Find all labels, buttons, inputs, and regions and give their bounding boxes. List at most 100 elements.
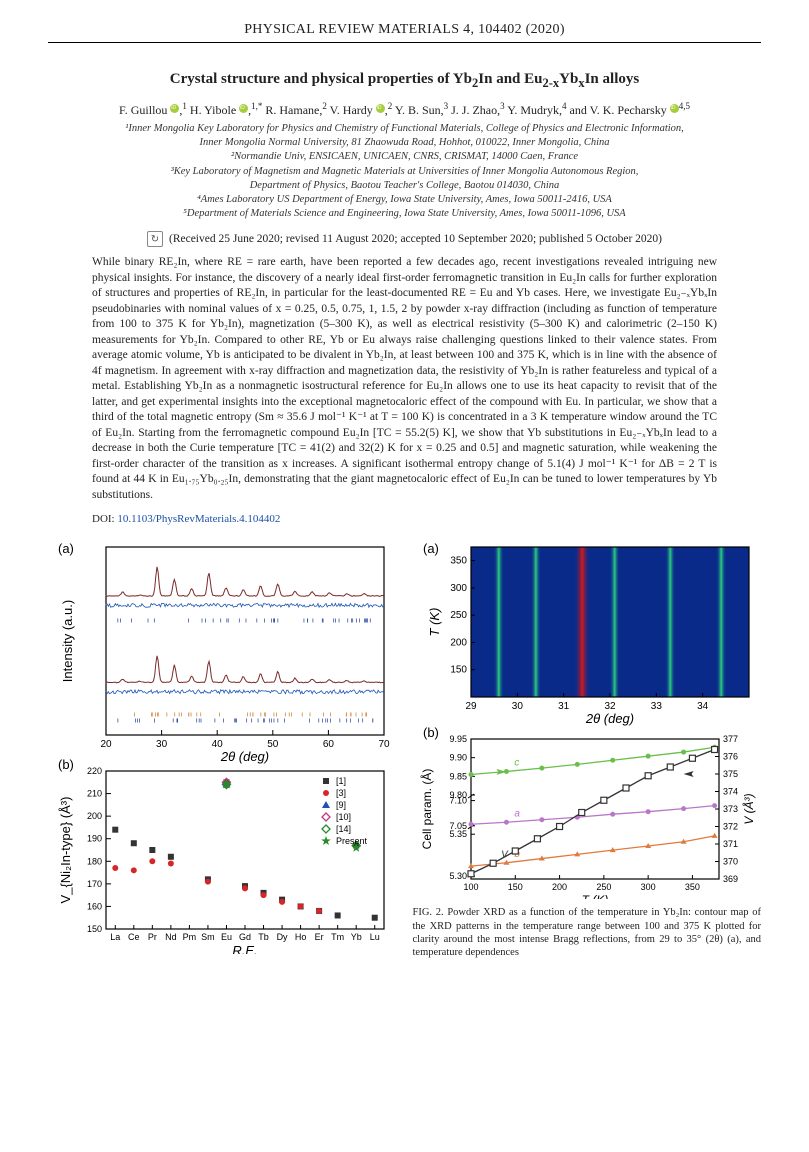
- figure-2: 2930313233341502002503003502θ (deg)T (K)…: [413, 539, 758, 899]
- svg-text:a: a: [514, 809, 520, 820]
- svg-text:374: 374: [723, 787, 738, 797]
- svg-text:Eu: Eu: [221, 932, 232, 942]
- author-1: F. Guillou: [119, 103, 167, 117]
- doi: DOI: 10.1103/PhysRevMaterials.4.104402: [92, 513, 717, 525]
- svg-text:T (K): T (K): [427, 608, 442, 637]
- svg-text:Yb: Yb: [351, 932, 362, 942]
- affiliation-line: ³Key Laboratory of Magnetism and Magneti…: [48, 165, 761, 179]
- svg-text:30: 30: [511, 701, 523, 712]
- paper-title: Crystal structure and physical propertie…: [48, 71, 761, 91]
- svg-text:(a): (a): [423, 541, 439, 556]
- affiliation-line: ⁴Ames Laboratory US Department of Energy…: [48, 193, 761, 207]
- svg-text:Pm: Pm: [183, 932, 197, 942]
- svg-text:T (K): T (K): [581, 893, 608, 899]
- svg-text:100: 100: [463, 882, 478, 892]
- orcid-icon: [170, 104, 179, 113]
- title-part-a: Crystal structure and physical propertie…: [170, 71, 472, 87]
- affiliation-line: ¹Inner Mongolia Key Laboratory for Physi…: [48, 122, 761, 136]
- author-4: V. Hardy: [330, 103, 373, 117]
- affil-sup: 1: [182, 101, 187, 111]
- svg-text:Tm: Tm: [331, 932, 344, 942]
- title-part-d: In alloys: [585, 71, 640, 87]
- svg-text:Intensity (a.u.): Intensity (a.u.): [60, 600, 75, 682]
- svg-text:Pr: Pr: [148, 932, 157, 942]
- svg-text:Ho: Ho: [295, 932, 307, 942]
- svg-text:Er: Er: [315, 932, 324, 942]
- figure-2-caption: FIG. 2. Powder XRD as a function of the …: [413, 906, 762, 959]
- author-7: Y. Mudryk,: [507, 103, 562, 117]
- doi-link[interactable]: 10.1103/PhysRevMaterials.4.104402: [117, 513, 280, 525]
- orcid-icon: [239, 104, 248, 113]
- svg-text:[14]: [14]: [336, 824, 351, 834]
- orcid-icon: [376, 104, 385, 113]
- svg-text:2θ (deg): 2θ (deg): [220, 749, 269, 764]
- title-part-c: Yb: [559, 71, 578, 87]
- svg-text:300: 300: [450, 583, 467, 594]
- affil-sup: 3: [500, 101, 505, 111]
- svg-text:350: 350: [684, 882, 699, 892]
- svg-text:[3]: [3]: [336, 788, 346, 798]
- svg-text:[10]: [10]: [336, 812, 351, 822]
- svg-text:Gd: Gd: [239, 932, 251, 942]
- orcid-icon: [670, 104, 679, 113]
- svg-text:372: 372: [723, 822, 738, 832]
- svg-text:(b): (b): [423, 725, 439, 740]
- svg-text:375: 375: [723, 769, 738, 779]
- svg-text:150: 150: [87, 924, 102, 934]
- affiliation-line: ²Normandie Univ, ENSICAEN, UNICAEN, CNRS…: [48, 150, 761, 164]
- svg-text:9.95: 9.95: [449, 734, 467, 744]
- affiliation-line: ⁵Department of Materials Science and Eng…: [48, 207, 761, 221]
- author-6: J. J. Zhao,: [451, 103, 500, 117]
- svg-text:Cell param. (Å): Cell param. (Å): [419, 769, 434, 850]
- affil-sup: 2: [388, 101, 393, 111]
- svg-text:V (Å³): V (Å³): [741, 794, 756, 825]
- author-3: R. Hamane,: [265, 103, 322, 117]
- svg-text:7.10: 7.10: [449, 796, 467, 806]
- affiliation-line: Inner Mongolia Normal University, 81 Zha…: [48, 136, 761, 150]
- svg-text:31: 31: [558, 701, 570, 712]
- title-part-b: In and Eu: [478, 71, 542, 87]
- svg-text:180: 180: [87, 857, 102, 867]
- svg-text:150: 150: [507, 882, 522, 892]
- svg-text:Dy: Dy: [277, 932, 288, 942]
- svg-text:R.E.: R.E.: [232, 943, 257, 954]
- svg-text:2θ (deg): 2θ (deg): [584, 711, 633, 726]
- svg-text:369: 369: [723, 874, 738, 884]
- affil-sup: 4: [562, 101, 567, 111]
- author-8: and V. K. Pecharsky: [570, 103, 667, 117]
- svg-text:300: 300: [640, 882, 655, 892]
- svg-text:210: 210: [87, 789, 102, 799]
- svg-text:33: 33: [650, 701, 662, 712]
- author-2: H. Yibole: [190, 103, 236, 117]
- svg-text:250: 250: [450, 611, 467, 622]
- journal-header: PHYSICAL REVIEW MATERIALS 4, 104402 (202…: [48, 22, 761, 43]
- svg-text:30: 30: [156, 739, 168, 750]
- svg-text:5.30: 5.30: [449, 872, 467, 882]
- svg-text:29: 29: [465, 701, 477, 712]
- svg-text:60: 60: [323, 739, 335, 750]
- svg-text:[9]: [9]: [336, 800, 346, 810]
- svg-text:160: 160: [87, 902, 102, 912]
- svg-text:200: 200: [87, 812, 102, 822]
- publication-dates: (Received 25 June 2020; revised 11 Augus…: [169, 233, 662, 245]
- svg-text:Present: Present: [336, 836, 368, 846]
- affil-sup: 3: [444, 101, 449, 111]
- svg-text:Ce: Ce: [128, 932, 140, 942]
- svg-text:170: 170: [87, 879, 102, 889]
- svg-text:350: 350: [450, 556, 467, 567]
- svg-text:Lu: Lu: [370, 932, 380, 942]
- abstract: While binary RE₂In, where RE = rare eart…: [92, 255, 717, 503]
- svg-text:377: 377: [723, 734, 738, 744]
- affil-sup: 4,5: [679, 101, 690, 111]
- svg-text:373: 373: [723, 804, 738, 814]
- svg-text:(a): (a): [58, 541, 74, 556]
- svg-text:371: 371: [723, 839, 738, 849]
- updates-icon[interactable]: ↻: [147, 231, 163, 247]
- svg-text:Sm: Sm: [201, 932, 215, 942]
- svg-text:[1]: [1]: [336, 776, 346, 786]
- svg-text:220: 220: [87, 766, 102, 776]
- author-5: Y. B. Sun,: [395, 103, 444, 117]
- svg-text:(b): (b): [58, 757, 74, 772]
- svg-text:150: 150: [450, 665, 467, 676]
- affiliation-line: Department of Physics, Baotou Teacher's …: [48, 179, 761, 193]
